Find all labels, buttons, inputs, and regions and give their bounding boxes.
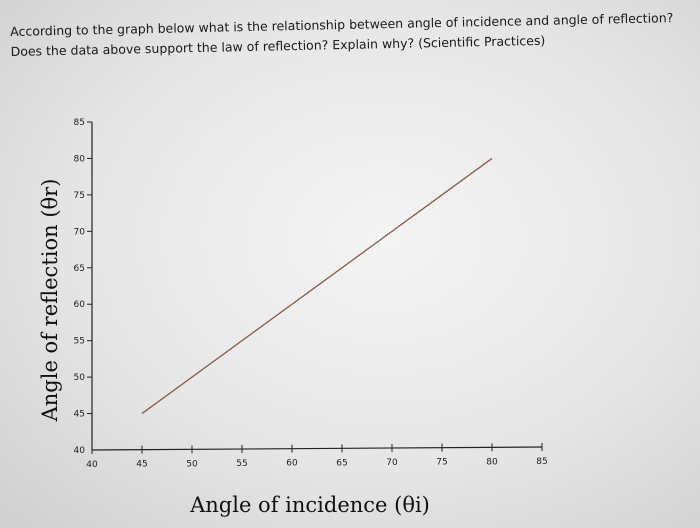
y-tick-label-0: 40: [74, 446, 86, 456]
chart-series: [141, 157, 493, 415]
y-tick-label-5: 65: [74, 264, 85, 274]
x-tick-label-0: 40: [86, 460, 98, 470]
x-tick-label-6: 70: [386, 458, 398, 468]
x-tick-label-7: 75: [436, 458, 447, 468]
x-tick-label-1: 45: [136, 460, 147, 470]
chart-axes: [91, 122, 543, 451]
y-tick-label-6: 70: [74, 227, 86, 237]
x-tick-label-2: 50: [186, 459, 198, 469]
x-axis-line: [91, 446, 543, 451]
chart-ticks: 40 45 50 55 60 65 70 75 80 85 40 45 50 55 60 65 70 75 80 85: [74, 118, 548, 470]
y-tick-label-8: 80: [74, 154, 86, 164]
x-tick-label-5: 65: [336, 458, 347, 468]
y-tick-label-7: 75: [74, 191, 85, 201]
x-axis-title: Angle of incidence (θi): [189, 493, 430, 517]
x-tick-label-3: 55: [236, 459, 247, 469]
y-axis-title: Angle of reflection (θr): [38, 179, 62, 423]
series-line-0: [141, 157, 493, 415]
y-tick-label-9: 85: [74, 118, 85, 128]
x-tick-label-4: 60: [286, 459, 298, 469]
y-tick-label-4: 60: [74, 300, 86, 310]
x-tick-label-8: 80: [486, 457, 498, 467]
y-tick-label-3: 55: [74, 337, 85, 347]
y-tick-label-1: 45: [74, 410, 85, 420]
x-tick-label-9: 85: [536, 457, 547, 467]
y-tick-label-2: 50: [74, 373, 86, 383]
